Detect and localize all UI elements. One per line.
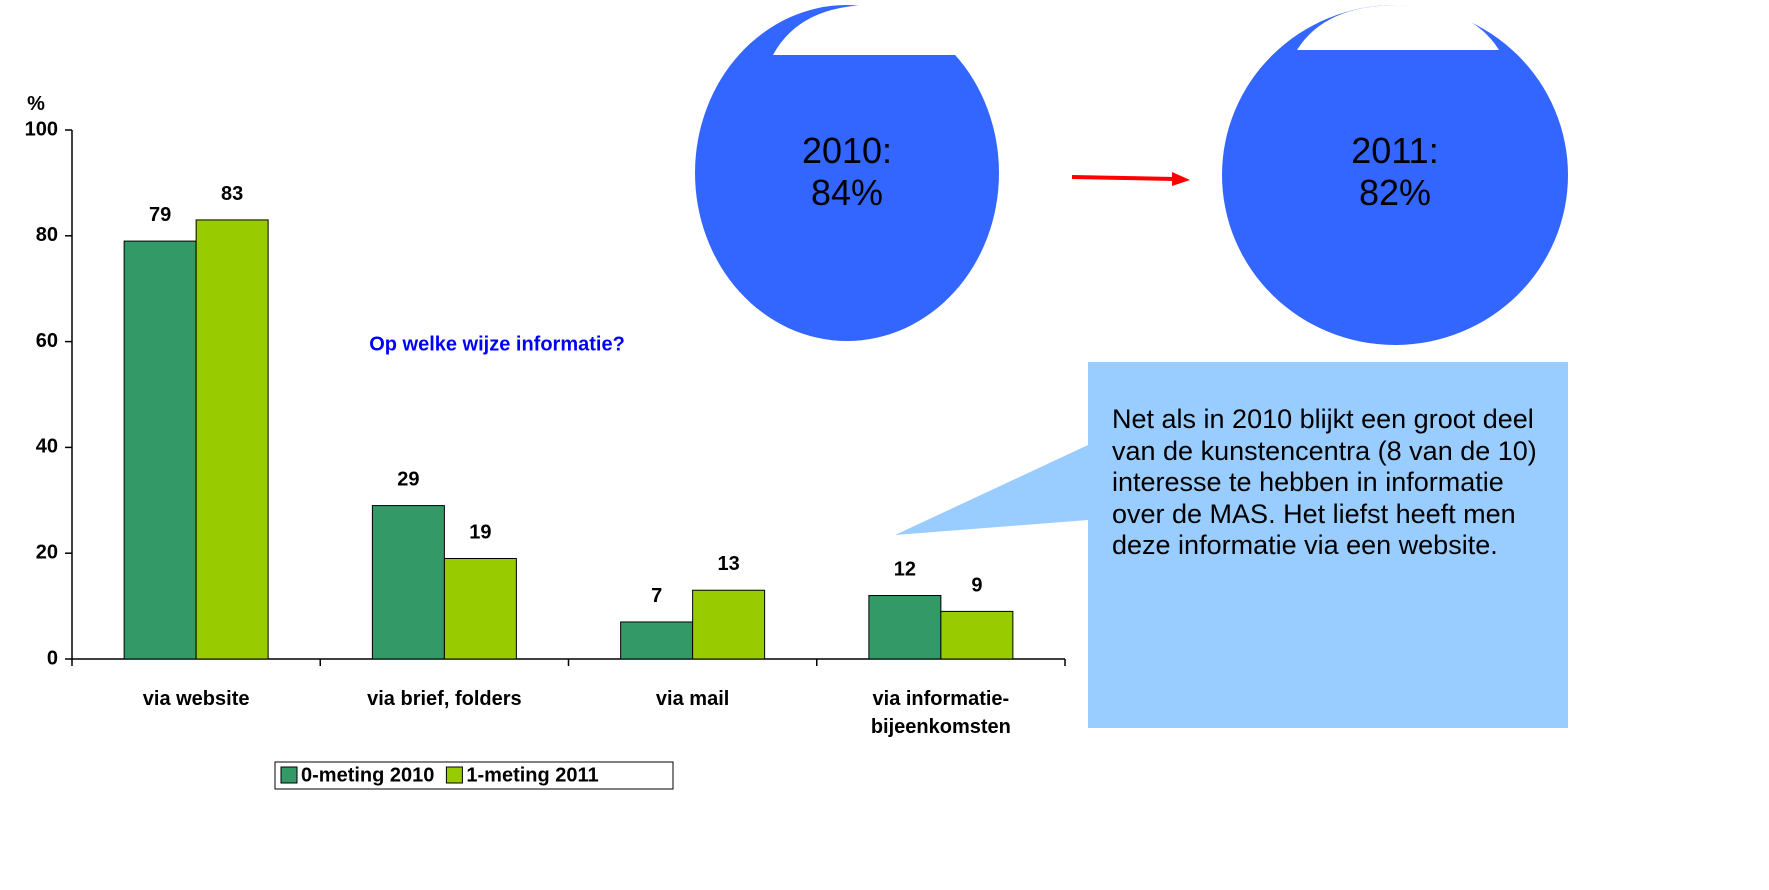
arrow <box>1071 175 1176 181</box>
y-tick-label: 20 <box>36 541 58 563</box>
y-tick-label: 80 <box>36 224 58 246</box>
data-label: 79 <box>149 204 171 226</box>
bar <box>123 240 197 660</box>
bar <box>195 219 269 660</box>
legend-box <box>274 761 674 790</box>
bar <box>371 505 445 660</box>
circle-share: 84% <box>810 172 884 213</box>
callout-text: Net als in 2010 blijkt een groot deel va… <box>1112 404 1537 560</box>
y-tick-label: 100 <box>25 118 58 140</box>
data-label: 13 <box>718 553 740 575</box>
circle-cap <box>1297 5 1499 50</box>
data-label: 83 <box>221 183 243 205</box>
arrow-head <box>1172 172 1190 186</box>
y-tick-label: 40 <box>36 436 58 458</box>
data-label: 19 <box>469 521 491 543</box>
data-label: 9 <box>971 574 982 596</box>
bar <box>443 557 517 660</box>
data-label: 29 <box>397 469 419 491</box>
circle-year: 2011: <box>1351 130 1439 171</box>
data-label: 7 <box>651 585 662 607</box>
legend-swatch <box>445 766 463 784</box>
bar <box>692 589 766 660</box>
legend-label: 0-meting 2010 <box>301 764 434 786</box>
data-label: 12 <box>894 559 916 581</box>
legend-swatch <box>280 766 298 784</box>
x-tick-label: via brief, folders <box>367 688 522 710</box>
x-tick-label: via website <box>142 688 250 710</box>
bar <box>620 621 694 660</box>
circle-share: 82% <box>1358 172 1432 213</box>
legend-label: 1-meting 2011 <box>466 764 598 786</box>
bar <box>868 595 942 660</box>
circle-year: 2010: <box>801 130 893 171</box>
y-tick-label: 0 <box>47 647 58 669</box>
y-axis-label: % <box>27 93 45 115</box>
circle-2010 <box>695 5 999 341</box>
callout-box <box>895 362 1568 728</box>
x-tick-label: via informatie-bijeenkomsten <box>870 688 1011 738</box>
bar <box>940 610 1014 660</box>
circle-cap <box>773 5 973 55</box>
x-tick-label: via mail <box>655 688 730 710</box>
circle-2011 <box>1222 5 1568 345</box>
annotation: Op welke wijze informatie? <box>369 333 625 355</box>
y-tick-label: 60 <box>36 330 58 352</box>
